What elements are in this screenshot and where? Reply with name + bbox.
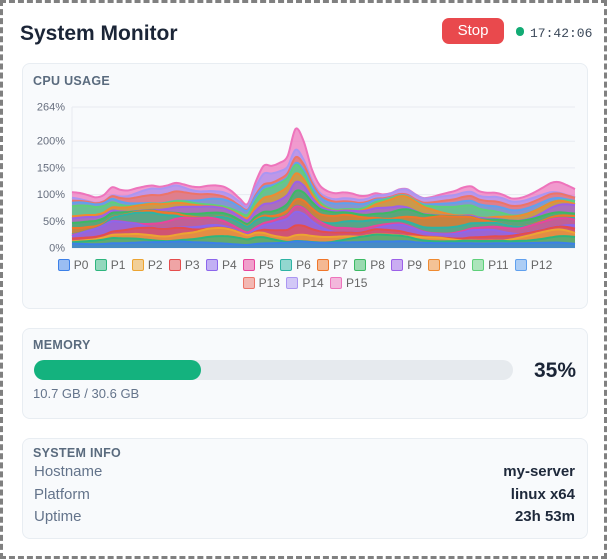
svg-text:264%: 264% bbox=[37, 102, 65, 114]
svg-text:0%: 0% bbox=[49, 243, 65, 255]
svg-text:150%: 150% bbox=[37, 162, 65, 174]
svg-text:100%: 100% bbox=[37, 189, 65, 201]
svg-text:50%: 50% bbox=[43, 216, 65, 228]
svg-text:200%: 200% bbox=[37, 136, 65, 148]
